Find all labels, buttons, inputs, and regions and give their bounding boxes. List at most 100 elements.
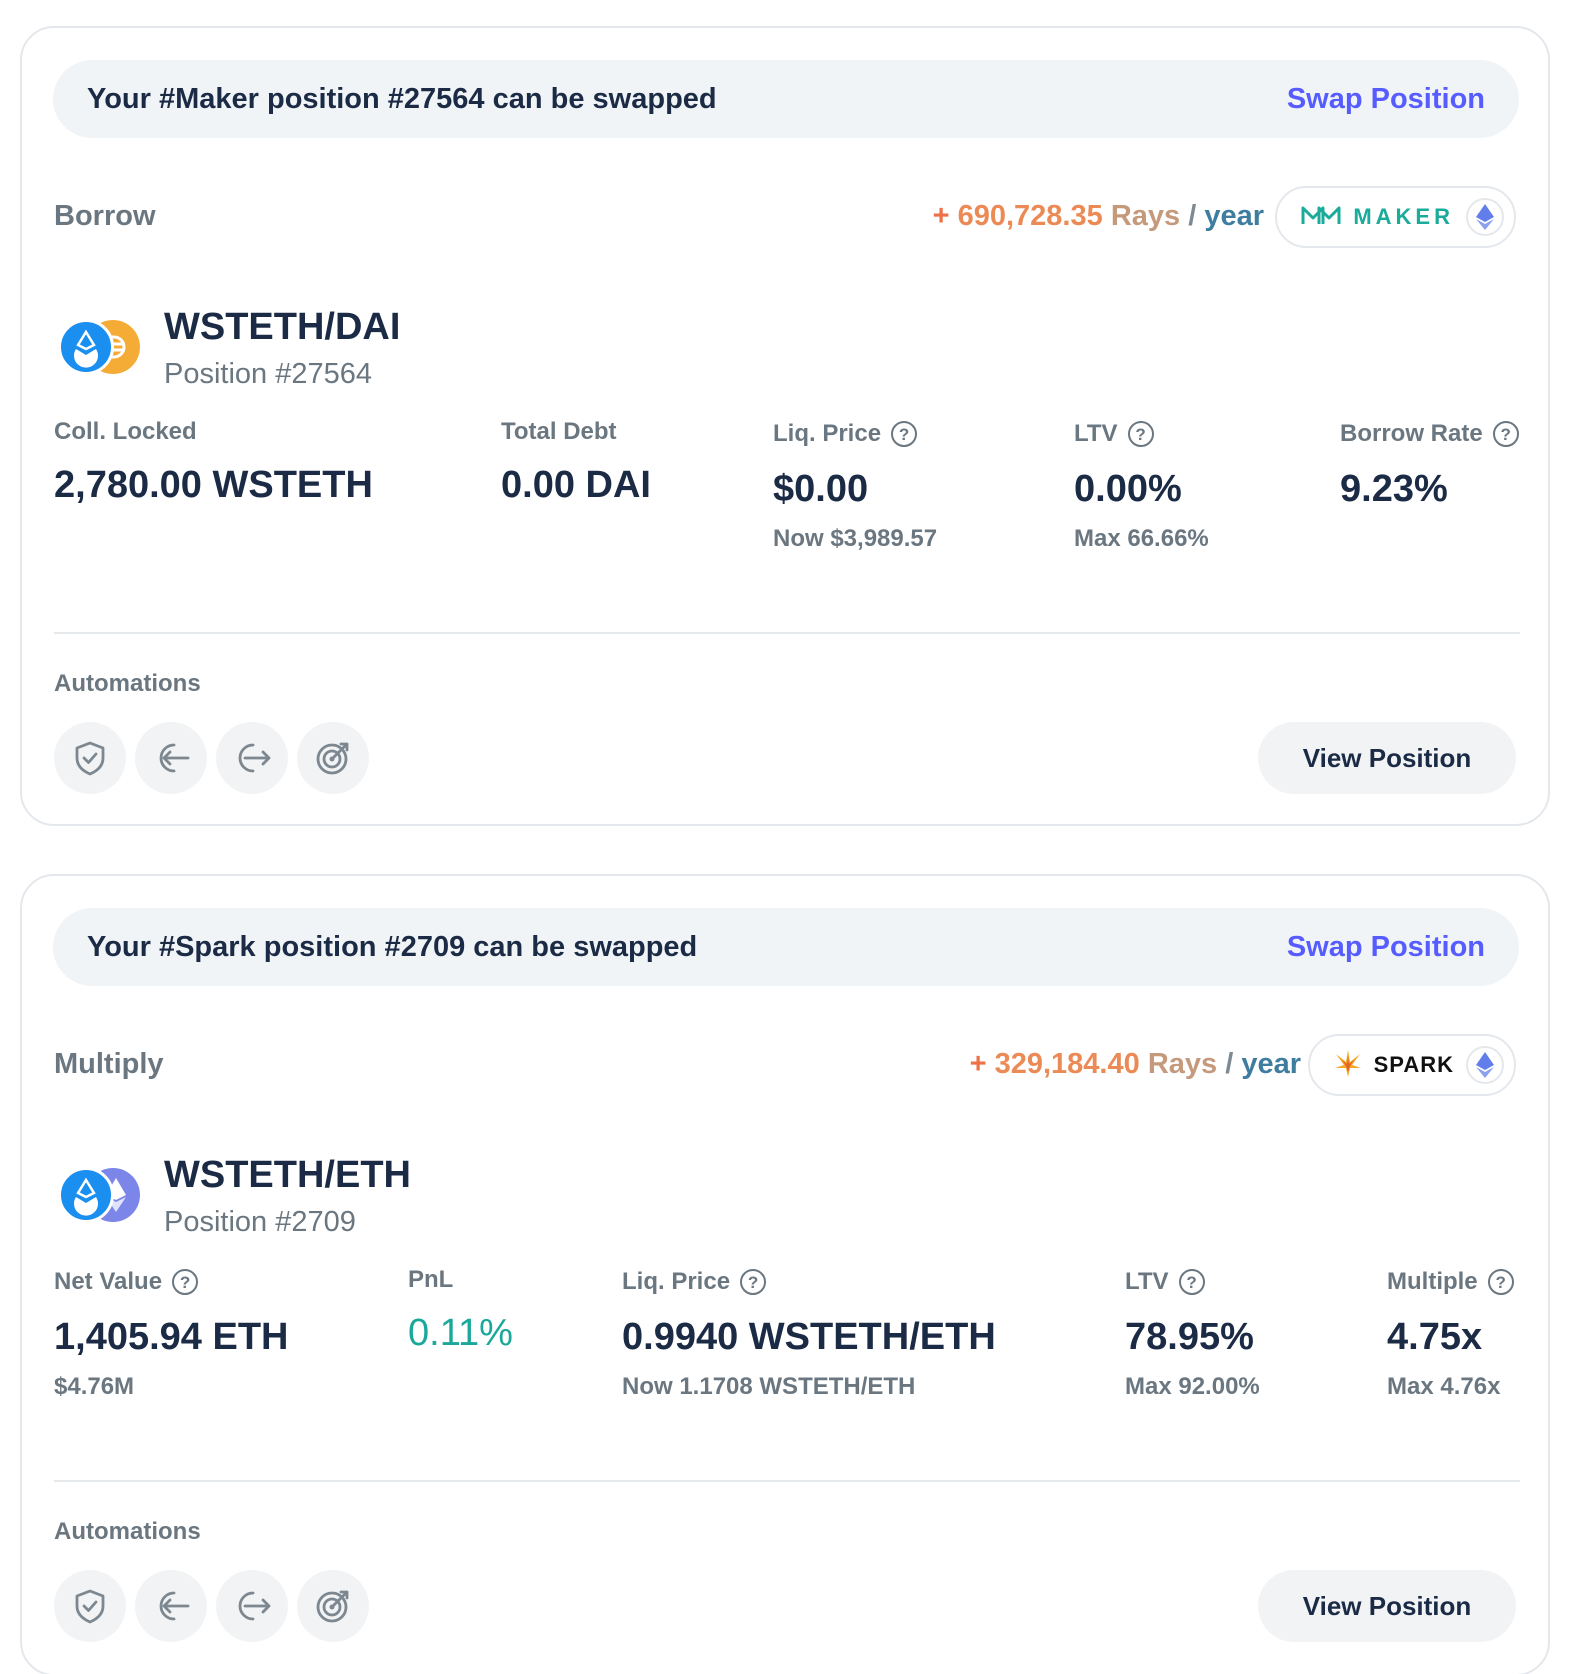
protocol-name: SPARK: [1373, 1052, 1454, 1077]
stat-pnl: PnL 0.11%: [408, 1266, 513, 1355]
wsteth-icon: [58, 1167, 114, 1223]
stat-value: 2,780.00 WSTETH: [54, 464, 373, 506]
stat-value: 0.11%: [408, 1312, 513, 1354]
pair-name: WSTETH/ETH: [164, 1154, 411, 1196]
rays-period: year: [1241, 1048, 1301, 1080]
shield-check-icon: [75, 1589, 105, 1624]
take-profit-automation-button[interactable]: [297, 722, 369, 794]
arrow-left-in-icon: [159, 1591, 190, 1621]
auto-buy-automation-button[interactable]: [135, 1570, 207, 1642]
stat-subvalue: $4.76M: [54, 1373, 135, 1400]
stop-loss-automation-button[interactable]: [54, 722, 126, 794]
stat-label: Liq. Price: [622, 1268, 731, 1295]
auto-buy-automation-button[interactable]: [135, 722, 207, 794]
stat-value: 9.23%: [1340, 468, 1448, 510]
divider: [54, 1480, 1520, 1482]
stat-value: 0.9940 WSTETH/ETH: [622, 1316, 996, 1358]
swap-banner-text: Your #Maker position #27564 can be swapp…: [87, 82, 717, 115]
stat-subvalue: Max 66.66%: [1074, 525, 1209, 552]
view-position-button[interactable]: View Position: [1258, 1570, 1516, 1642]
stat-label: PnL: [408, 1266, 454, 1293]
token-pair-icons: [58, 319, 142, 376]
swap-banner: Your #Spark position #2709 can be swappe…: [53, 908, 1519, 986]
maker-logo-icon: [1301, 204, 1341, 231]
stat-coll-locked: Coll. Locked 2,780.00 WSTETH: [54, 418, 373, 507]
rays-per-year: + 329,184.40 Rays / year: [970, 1048, 1301, 1081]
protocol-badge-spark: SPARK: [1307, 1034, 1516, 1096]
stat-liq-price: Liq. Price? 0.9940 WSTETH/ETH Now 1.1708…: [622, 1268, 996, 1401]
wsteth-icon: [58, 319, 114, 375]
position-card-spark: Your #Spark position #2709 can be swappe…: [20, 874, 1550, 1674]
swap-position-link[interactable]: Swap Position: [1286, 930, 1485, 963]
position-number: Position #2709: [164, 1206, 356, 1238]
stat-multiple: Multiple? 4.75x Max 4.76x: [1387, 1268, 1514, 1401]
help-icon[interactable]: ?: [1487, 1269, 1514, 1295]
rays-amount: 690,728.35: [957, 200, 1103, 232]
swap-banner: Your #Maker position #27564 can be swapp…: [53, 60, 1519, 138]
swap-banner-text: Your #Spark position #2709 can be swappe…: [87, 930, 698, 963]
stat-label: Liq. Price: [773, 420, 882, 447]
stat-ltv: LTV? 78.95% Max 92.00%: [1125, 1268, 1260, 1401]
auto-sell-automation-button[interactable]: [216, 722, 288, 794]
stat-label: Net Value: [54, 1268, 163, 1295]
help-icon[interactable]: ?: [891, 421, 918, 447]
stat-net-value: Net Value? 1,405.94 ETH $4.76M: [54, 1268, 288, 1401]
stat-value: 78.95%: [1125, 1316, 1254, 1358]
automation-buttons: [54, 1570, 369, 1642]
stat-label: LTV: [1125, 1268, 1169, 1295]
rays-plus: +: [932, 200, 950, 232]
token-pair-icons: [58, 1167, 142, 1224]
stat-subvalue: Max 92.00%: [1125, 1373, 1260, 1400]
view-position-button[interactable]: View Position: [1258, 722, 1516, 794]
stat-subvalue: Now 1.1708 WSTETH/ETH: [622, 1373, 916, 1400]
position-card-maker: Your #Maker position #27564 can be swapp…: [20, 26, 1550, 826]
stat-liq-price: Liq. Price? $0.00 Now $3,989.57: [773, 420, 937, 553]
stat-ltv: LTV? 0.00% Max 66.66%: [1074, 420, 1209, 553]
take-profit-automation-button[interactable]: [297, 1570, 369, 1642]
stat-value: $0.00: [773, 468, 869, 510]
rays-slash: /: [1225, 1048, 1234, 1080]
shield-check-icon: [75, 741, 105, 776]
stat-label: LTV: [1074, 420, 1118, 447]
help-icon[interactable]: ?: [1178, 1269, 1205, 1295]
divider: [54, 632, 1520, 634]
rays-unit: Rays: [1147, 1048, 1218, 1080]
rays-amount: 329,184.40: [994, 1048, 1140, 1080]
stat-label: Coll. Locked: [54, 418, 197, 445]
automation-buttons: [54, 722, 369, 794]
protocol-name: MAKER: [1353, 204, 1454, 229]
stat-subvalue: Now $3,989.57: [773, 525, 938, 552]
rays-slash: /: [1188, 200, 1197, 232]
swap-position-link[interactable]: Swap Position: [1286, 82, 1485, 115]
rays-per-year: + 690,728.35 Rays / year: [933, 200, 1264, 233]
auto-sell-automation-button[interactable]: [216, 1570, 288, 1642]
protocol-badge-maker: MAKER: [1275, 186, 1516, 248]
spark-logo-icon: [1334, 1048, 1362, 1083]
rays-period: year: [1204, 200, 1264, 232]
target-icon: [316, 1590, 349, 1623]
stat-borrow-rate: Borrow Rate? 9.23%: [1340, 420, 1519, 511]
stat-label: Borrow Rate: [1340, 420, 1483, 447]
arrow-right-out-icon: [238, 743, 271, 773]
stat-value: 0.00%: [1074, 468, 1182, 510]
pair-name: WSTETH/DAI: [164, 306, 401, 348]
stat-value: 0.00 DAI: [501, 464, 651, 506]
stat-total-debt: Total Debt 0.00 DAI: [501, 418, 651, 507]
stat-value: 4.75x: [1387, 1316, 1483, 1358]
help-icon[interactable]: ?: [1492, 421, 1519, 447]
stat-label: Multiple: [1387, 1268, 1478, 1295]
stat-value: 1,405.94 ETH: [54, 1316, 289, 1358]
target-icon: [316, 742, 349, 775]
help-icon[interactable]: ?: [1127, 421, 1154, 447]
help-icon[interactable]: ?: [740, 1269, 767, 1295]
rays-plus: +: [969, 1048, 987, 1080]
arrow-right-out-icon: [238, 1591, 271, 1621]
automations-label: Automations: [54, 1518, 201, 1545]
position-type-label: Multiply: [54, 1048, 164, 1080]
stop-loss-automation-button[interactable]: [54, 1570, 126, 1642]
position-number: Position #27564: [164, 358, 372, 390]
automations-label: Automations: [54, 670, 201, 697]
help-icon[interactable]: ?: [172, 1269, 199, 1295]
stat-label: Total Debt: [501, 418, 617, 445]
rays-unit: Rays: [1110, 200, 1181, 232]
